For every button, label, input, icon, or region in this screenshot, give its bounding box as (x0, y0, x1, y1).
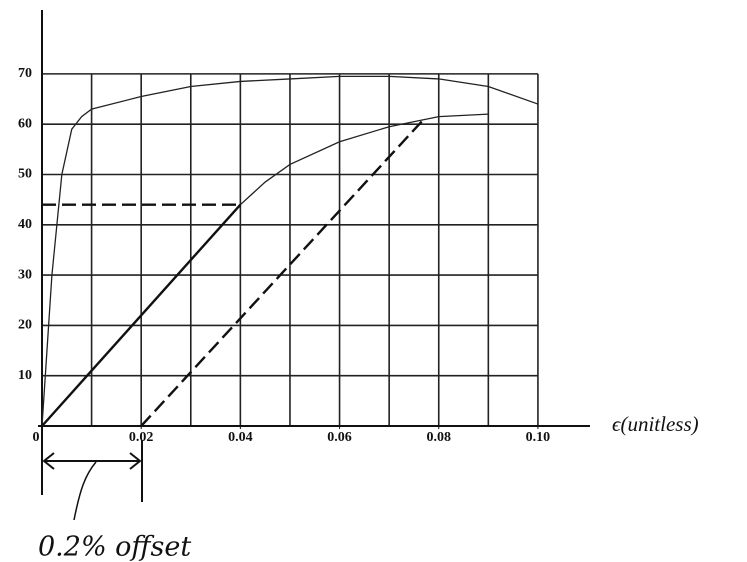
x-axis-label: ϵ(unitless) (612, 412, 699, 436)
y-tick-label: 20 (18, 318, 32, 333)
y-tick-label: 40 (18, 217, 32, 232)
line-series (41, 75, 539, 427)
offset-bracket (41, 440, 143, 521)
annotation: 0.2% offset (38, 532, 191, 562)
x-tick-label: 0.04 (228, 430, 253, 445)
x-tick-label: 0 (33, 430, 40, 445)
x-tick-label: 0.02 (129, 430, 154, 445)
x-tick-label: 0.10 (526, 430, 551, 445)
line-series (140, 118, 425, 427)
y-tick-label: 60 (18, 116, 32, 131)
y-tick-label: 10 (18, 368, 32, 383)
x-tick-label: 0.08 (426, 430, 451, 445)
y-tick-label: 50 (18, 167, 32, 182)
y-tick-label: 30 (18, 267, 32, 282)
line-series (239, 113, 489, 206)
y-tick-label: 70 (18, 66, 32, 81)
line-series (41, 203, 242, 427)
x-tick-label: 0.06 (327, 430, 352, 445)
